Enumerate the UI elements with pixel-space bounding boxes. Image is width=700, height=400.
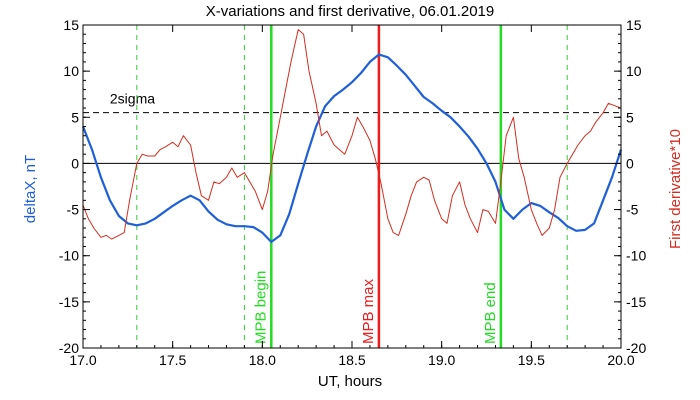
x-tick-label: 17.5 [159, 352, 186, 368]
plot-frame [82, 24, 622, 349]
x-tick-label: 20.0 [607, 352, 634, 368]
y-left-tick-label: 15 [63, 17, 79, 33]
y-left-tick-label: 5 [71, 109, 79, 125]
y-left-tick-label: -5 [67, 202, 80, 218]
y-right-tick-label: 15 [626, 17, 642, 33]
x-tick-label: 19.0 [428, 352, 455, 368]
series-line-deltax [81, 53, 623, 243]
y-left-tick-label: 10 [63, 63, 79, 79]
y-left-tick-label: -20 [59, 340, 79, 356]
y-axis-left-title: deltaX, nT [22, 155, 39, 223]
plot-area: 2sigma MPB begin MPB max MPB end 17.0 17.5 18.… [59, 17, 647, 368]
x-tick-label: 18.5 [338, 352, 365, 368]
threshold-label: 2sigma [110, 91, 155, 107]
vertical-line-label-3: MPB begin [252, 271, 269, 344]
x-tick-label: 17.0 [69, 352, 96, 368]
y-right-tick-label: -20 [626, 340, 646, 356]
series-line-derivative [82, 29, 622, 240]
vertical-line-label-5: MPB end [482, 282, 499, 344]
x-tick-label: 19.5 [518, 352, 545, 368]
y-right-tick-label: 5 [626, 109, 634, 125]
chart-title: X-variations and first derivative, 06.01… [206, 3, 495, 20]
y-right-tick-label: 0 [626, 155, 634, 171]
x-axis-title: UT, hours [318, 373, 382, 390]
y-left-tick-label: 0 [71, 155, 79, 171]
y-right-tick-label: -5 [626, 202, 639, 218]
y-right-tick-label: 10 [626, 63, 642, 79]
vertical-line-label-4: MPB max [360, 278, 377, 344]
y-left-tick-label: -15 [59, 294, 79, 310]
y-right-tick-label: -10 [626, 248, 646, 264]
x-tick-label: 18.0 [249, 352, 276, 368]
y-axis-right-title: First derivative*10 [667, 129, 684, 249]
y-left-tick-label: -10 [59, 248, 79, 264]
y-right-tick-label: -15 [626, 294, 646, 310]
